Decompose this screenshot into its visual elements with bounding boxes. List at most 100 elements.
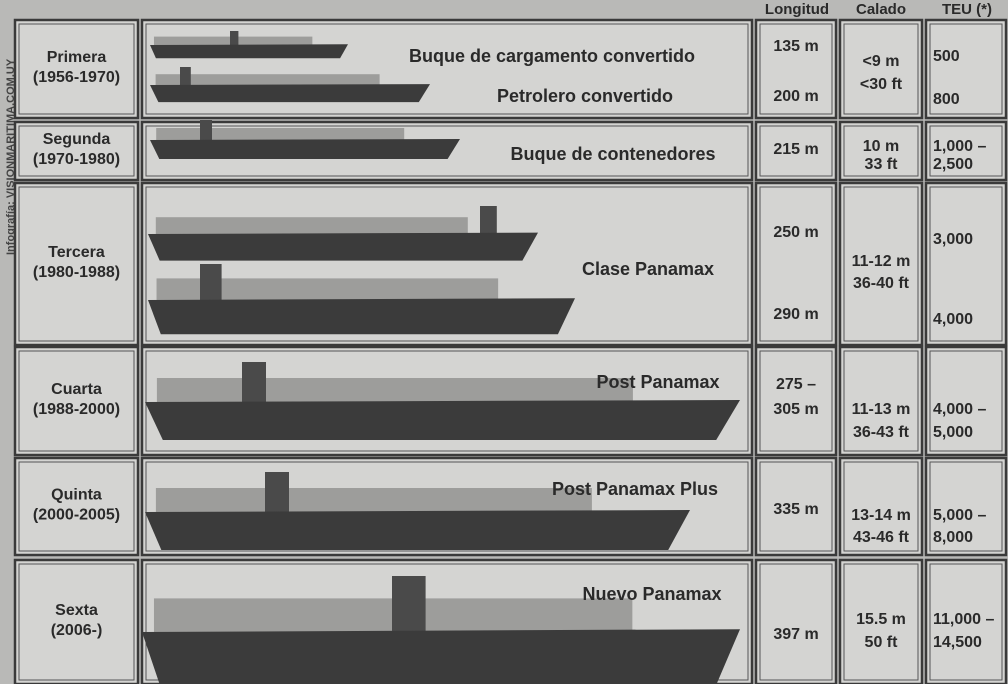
- cell-box: [754, 558, 838, 684]
- years: (1980-1988): [33, 264, 120, 281]
- years: (1970-1980): [33, 151, 120, 168]
- ship-cargo: [156, 378, 633, 404]
- length: 135 m: [773, 38, 818, 55]
- length: 200 m: [773, 88, 818, 105]
- ship-cargo: [155, 217, 468, 236]
- cell-inner: [843, 23, 919, 115]
- cell-box: [924, 558, 1008, 684]
- ship-bridge: [200, 120, 212, 145]
- cell-inner: [929, 563, 1003, 681]
- generation: Cuarta: [51, 381, 102, 398]
- cell-box: [13, 18, 140, 120]
- ship-name: Post Panamax: [596, 372, 719, 392]
- cell-box: [754, 345, 838, 457]
- teu: 800: [933, 91, 960, 108]
- cell-inner: [145, 186, 749, 342]
- cell-inner: [929, 461, 1003, 552]
- draft: 11-13 m: [852, 401, 911, 418]
- cell-inner: [759, 23, 833, 115]
- cell-inner: [18, 350, 135, 452]
- ship-hull: [150, 44, 348, 59]
- ship-name: Petrolero convertido: [497, 86, 673, 106]
- cell-box: [754, 120, 838, 182]
- ship-hull: [145, 510, 690, 550]
- draft: 36-43 ft: [853, 424, 910, 441]
- cell-box: [924, 120, 1008, 182]
- cell-box: [838, 558, 924, 684]
- length: 250 m: [773, 224, 818, 241]
- teu: 4,000: [933, 311, 973, 328]
- cell-box: [924, 181, 1008, 347]
- cell-inner: [759, 350, 833, 452]
- cell-inner: [929, 186, 1003, 342]
- draft: 15.5 m: [856, 611, 906, 628]
- column-header: Calado: [856, 1, 906, 18]
- cell-box: [13, 181, 140, 347]
- draft: 50 ft: [865, 634, 899, 651]
- draft: 36-40 ft: [853, 275, 910, 292]
- ship-hull: [145, 400, 740, 440]
- draft: <30 ft: [860, 76, 903, 93]
- cell-box: [838, 120, 924, 182]
- cell-inner: [145, 350, 749, 452]
- cell-inner: [843, 125, 919, 177]
- ship-hull: [148, 232, 538, 261]
- cell-box: [838, 456, 924, 557]
- teu: 2,500: [933, 156, 973, 173]
- ship-bridge: [180, 67, 191, 90]
- cell-box: [13, 456, 140, 557]
- draft: 43-46 ft: [853, 529, 910, 546]
- cell-inner: [843, 461, 919, 552]
- ship-bridge: [480, 206, 497, 241]
- teu: 4,000 –: [933, 401, 986, 418]
- teu: 8,000: [933, 529, 973, 546]
- ship-name: Clase Panamax: [582, 259, 714, 279]
- teu: 11,000 –: [933, 611, 995, 628]
- draft: 10 m: [863, 138, 899, 155]
- ship-hull: [150, 84, 430, 103]
- teu: 500: [933, 48, 960, 65]
- length: 335 m: [773, 501, 818, 518]
- cell-inner: [145, 23, 749, 115]
- teu: 3,000: [933, 231, 973, 248]
- cell-box: [924, 18, 1008, 120]
- cell-box: [838, 181, 924, 347]
- generation: Segunda: [43, 131, 111, 148]
- cell-box: [924, 456, 1008, 557]
- cell-inner: [18, 461, 135, 552]
- ship-cargo: [155, 488, 592, 514]
- teu: 1,000 –: [933, 138, 986, 155]
- teu: 5,000: [933, 424, 973, 441]
- ship-name: Nuevo Panamax: [582, 584, 721, 604]
- cell-inner: [18, 125, 135, 177]
- draft: <9 m: [863, 53, 900, 70]
- cell-inner: [759, 186, 833, 342]
- ship-bridge: [230, 31, 239, 49]
- cell-box: [754, 18, 838, 120]
- draft: 13-14 m: [851, 507, 911, 524]
- column-header: Longitud: [765, 1, 829, 18]
- cell-inner: [843, 186, 919, 342]
- ship-hull: [142, 629, 740, 684]
- generation: Primera: [47, 49, 107, 66]
- length: 290 m: [773, 306, 818, 323]
- ship-name: Post Panamax Plus: [552, 479, 718, 499]
- cell-inner: [929, 23, 1003, 115]
- length: 215 m: [773, 141, 818, 158]
- cell-inner: [843, 350, 919, 452]
- cell-box: [13, 345, 140, 457]
- years: (1956-1970): [33, 69, 120, 86]
- teu: 14,500: [933, 634, 982, 651]
- ship-cargo: [156, 128, 405, 141]
- ship-hull: [148, 298, 575, 335]
- ship-hull: [150, 139, 460, 159]
- years: (2006-): [51, 622, 103, 639]
- length: 275 –: [776, 376, 816, 393]
- cell-box: [754, 456, 838, 557]
- length: 397 m: [773, 626, 818, 643]
- cell-box: [754, 181, 838, 347]
- cell-inner: [759, 563, 833, 681]
- length: 305 m: [773, 401, 818, 418]
